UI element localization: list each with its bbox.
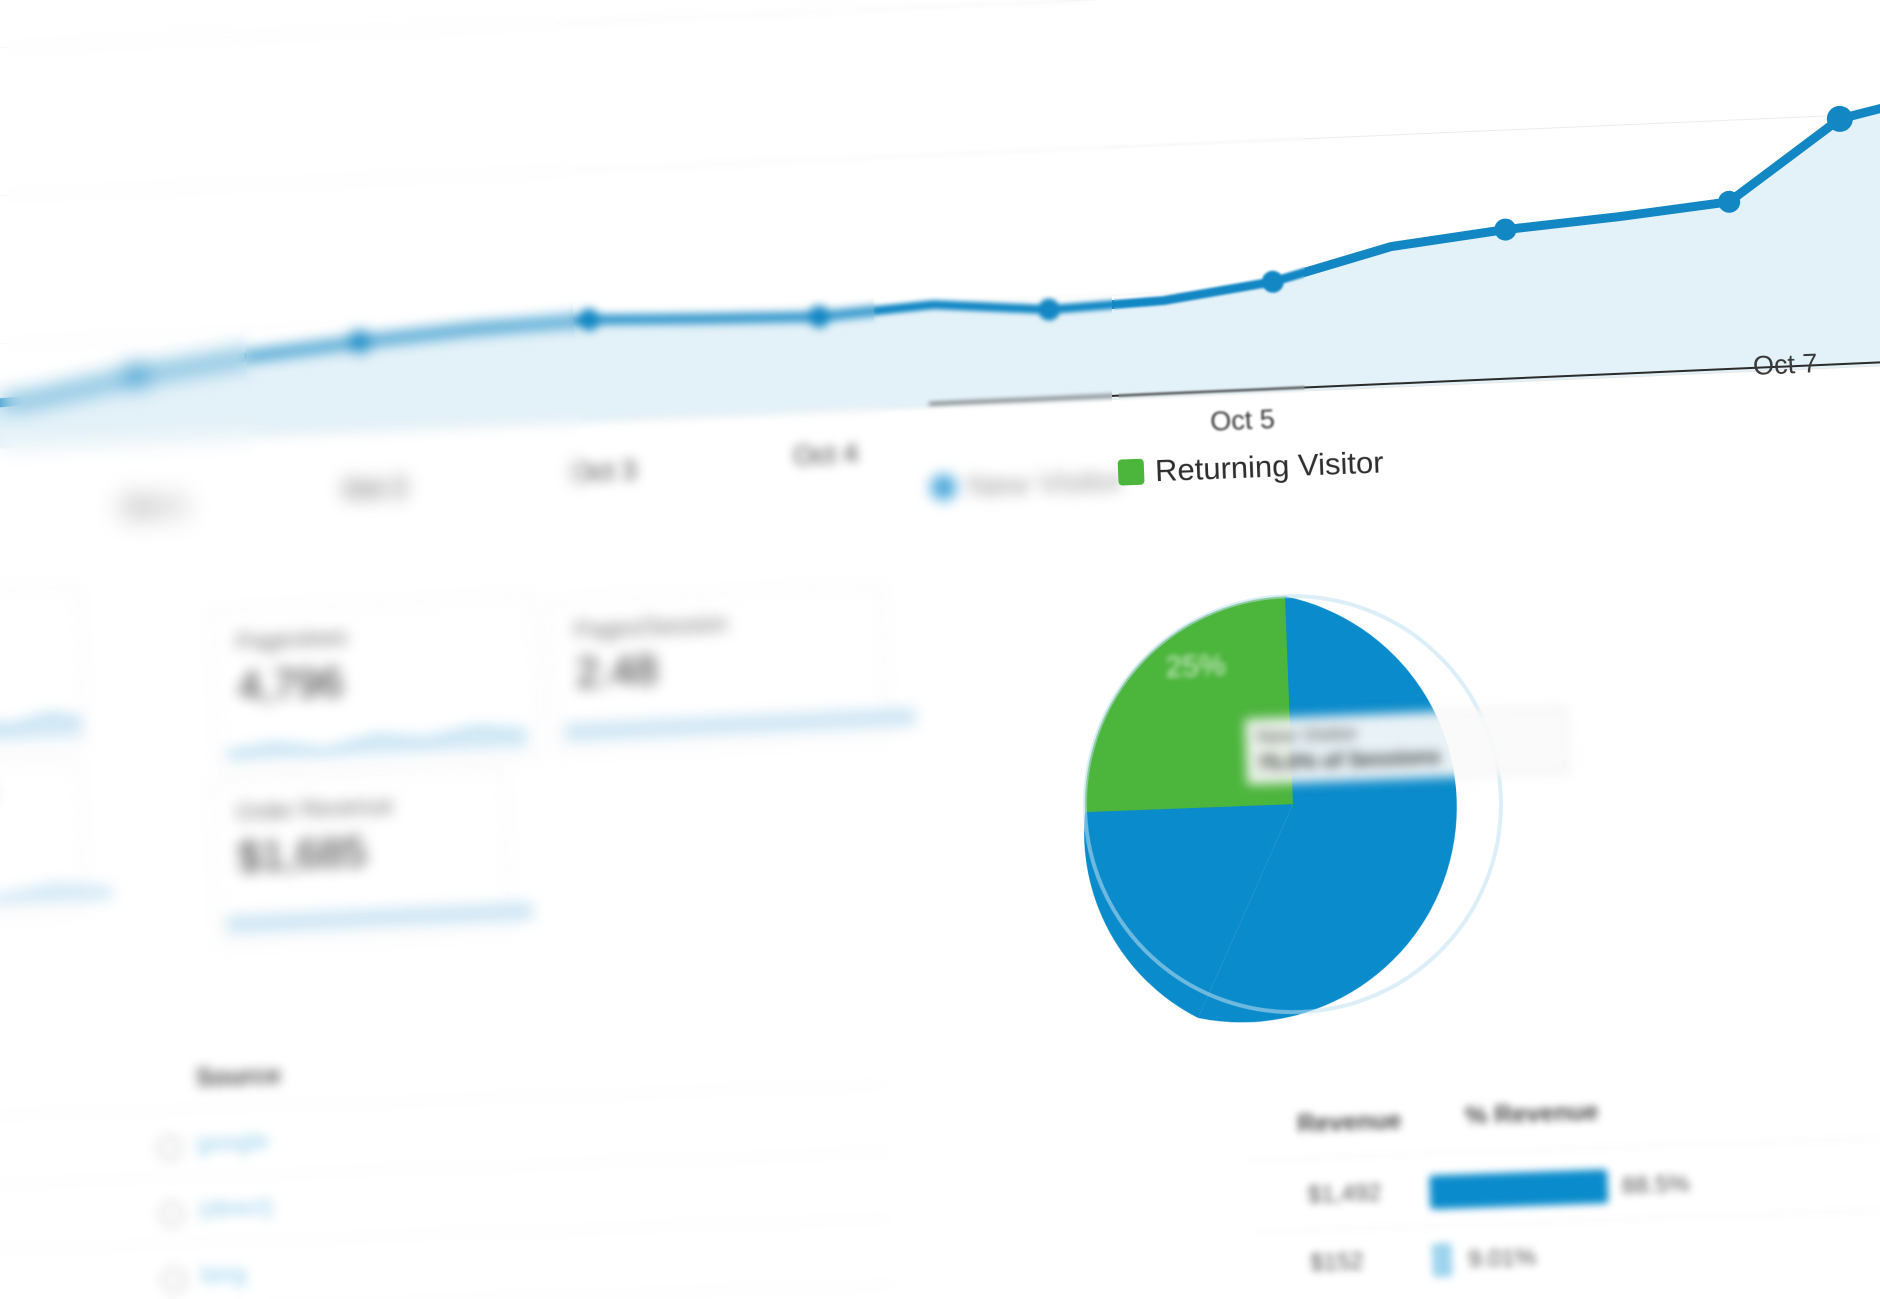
table-row-link[interactable]: google <box>195 1127 269 1158</box>
sparkline <box>0 881 113 912</box>
x-tick-label: Oct 4 <box>792 438 859 471</box>
column-header-percent-revenue: % Revenue <box>1464 1097 1599 1131</box>
kpi-value: $1,685 <box>236 827 368 881</box>
kpi-card-bounce-rate[interactable]: Bounce Rate 48.2% <box>0 760 113 923</box>
revenue-value: $1,492 <box>1307 1179 1382 1209</box>
visitor-type-pie-panel[interactable]: New Visitor Returning Visitor 25% New Vi… <box>888 400 1672 1069</box>
revenue-value: $152 <box>1309 1247 1365 1277</box>
table-row-link[interactable]: bing <box>200 1260 247 1290</box>
kpi-card-order-revenue[interactable]: Order Revenue $1,685 <box>211 770 534 946</box>
kpi-card-sessions[interactable]: Sessions 1,284 <box>0 586 86 759</box>
revenue-bar <box>1431 1242 1453 1278</box>
row-checkbox[interactable] <box>156 1134 183 1162</box>
sparkline <box>0 712 83 748</box>
table-divider <box>1251 1207 1880 1233</box>
kpi-value: 4,796 <box>237 657 345 710</box>
column-header-revenue: Revenue <box>1296 1106 1402 1139</box>
sparkline <box>226 726 528 762</box>
kpi-card-pageviews[interactable]: Pageviews 4,796 <box>211 596 541 773</box>
revenue-percent: 9.01% <box>1467 1243 1537 1274</box>
source-table[interactable]: Source google (direct) bing yahoo <box>0 1028 896 1299</box>
revenue-percent: 88.5% <box>1621 1170 1691 1200</box>
table-divider <box>1248 1136 1880 1161</box>
x-tick-label: Oct 2 <box>341 471 408 505</box>
kpi-value: 2.48 <box>575 645 659 696</box>
kpi-title: Pageviews <box>235 623 348 655</box>
x-tick-label: Oct 3 <box>571 454 638 488</box>
kpi-title: Order Revenue <box>235 792 394 826</box>
pie-tooltip: New Visitor 75.0% of Sessions <box>1244 706 1569 786</box>
table-divider <box>0 1152 890 1193</box>
table-divider <box>0 1283 894 1299</box>
kpi-card-pages-session[interactable]: Pages/Session 2.48 <box>549 586 917 753</box>
revenue-table[interactable]: Revenue % Revenue $1,492 88.5% $152 9.01… <box>1246 1080 1880 1299</box>
x-tick-label: Oct 1 <box>120 489 187 523</box>
pie-slice-label-returning: 25% <box>1164 648 1227 684</box>
sparkline <box>564 707 917 742</box>
table-header-source: Source <box>195 1061 282 1093</box>
row-checkbox[interactable] <box>158 1200 186 1228</box>
kpi-title: Pages/Session <box>573 610 729 644</box>
pie-chart[interactable] <box>888 400 1672 1069</box>
table-divider <box>0 1084 887 1125</box>
table-divider <box>0 1217 892 1259</box>
row-checkbox[interactable] <box>160 1266 188 1294</box>
x-tick-label-oct7: Oct 7 <box>1752 348 1819 381</box>
revenue-bar <box>1429 1169 1609 1210</box>
table-row-link[interactable]: (direct) <box>198 1193 274 1224</box>
sessions-line-chart[interactable]: Oct 1 Oct 2 Oct 3 Oct 4 Oct 5 Oct 7 <box>0 0 1880 627</box>
sparkline <box>226 901 534 934</box>
